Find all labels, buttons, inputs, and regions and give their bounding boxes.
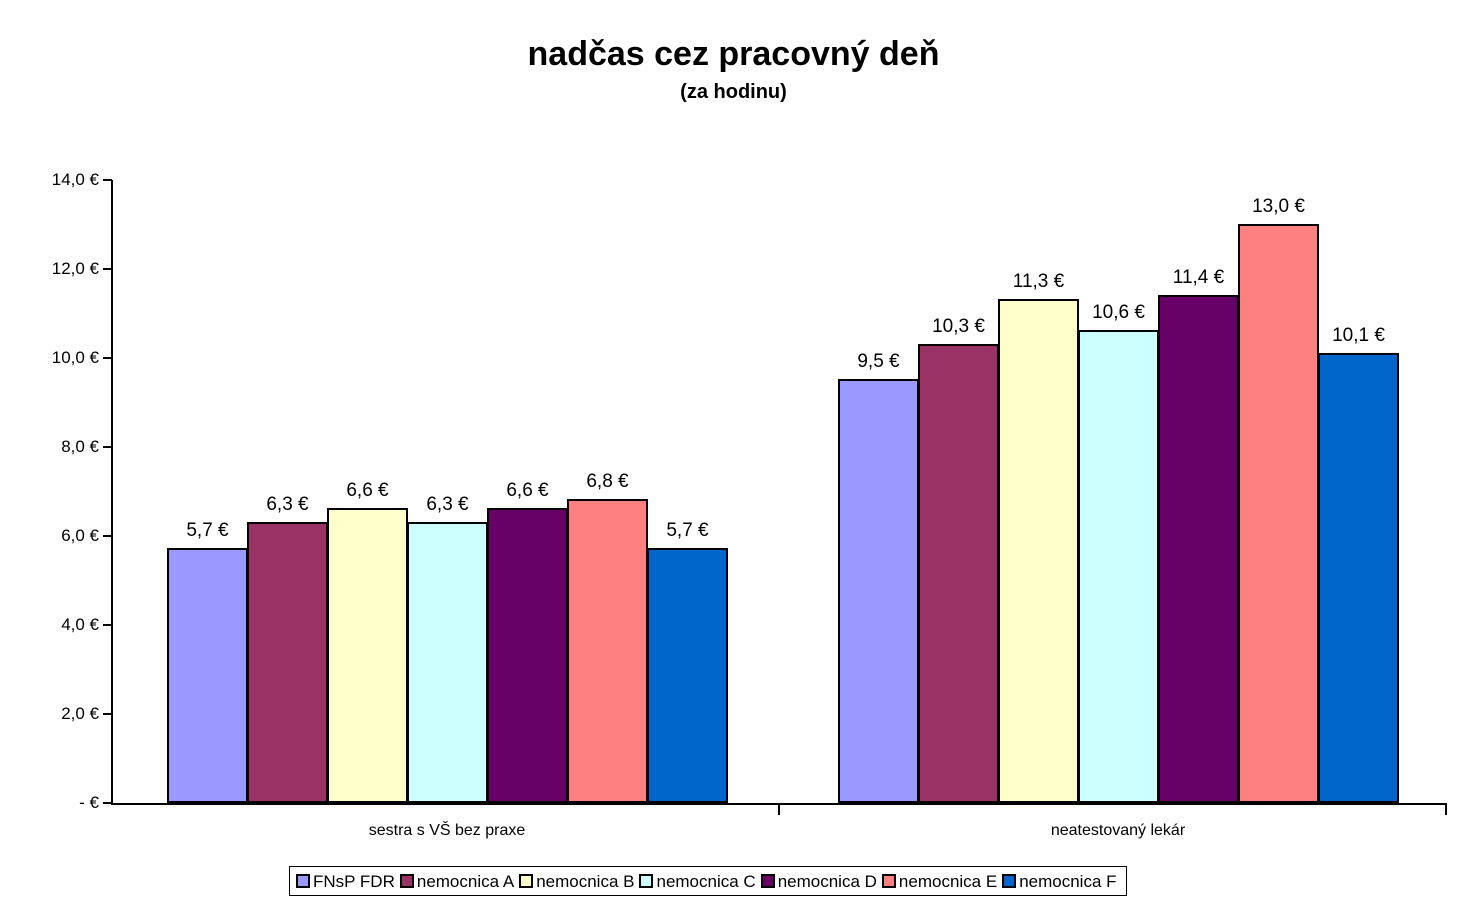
- bar[interactable]: [567, 499, 648, 803]
- bar[interactable]: [327, 508, 408, 803]
- bar-value-label: 10,3 €: [932, 315, 985, 337]
- y-axis-tick-label: 2,0 €: [61, 704, 99, 723]
- y-axis-tick: [103, 357, 112, 359]
- bar[interactable]: [487, 508, 568, 803]
- legend-swatch-icon: [881, 874, 896, 888]
- legend-item[interactable]: nemocnica A: [399, 871, 515, 891]
- bar-value-label: 6,8 €: [586, 471, 629, 493]
- bar-value-label: 11,4 €: [1172, 266, 1225, 288]
- y-axis-tick-label: 14,0 €: [51, 170, 99, 189]
- legend-swatch-icon: [639, 874, 654, 888]
- x-axis-category-label: sestra s VŠ bez praxe: [368, 822, 526, 839]
- legend-item[interactable]: nemocnica B: [519, 873, 634, 890]
- legend-swatch-icon: [1002, 874, 1017, 888]
- legend-item[interactable]: FNsP FDR: [296, 873, 395, 890]
- bar[interactable]: [918, 343, 999, 803]
- legend-label: nemocnica B: [536, 871, 635, 891]
- bar[interactable]: [647, 548, 728, 803]
- bar-value-label: 10,1 €: [1332, 324, 1385, 346]
- bar[interactable]: [1238, 223, 1319, 803]
- legend-label: nemocnica E: [898, 871, 998, 891]
- legend-swatch-icon: [399, 874, 414, 888]
- bar-value-label: 6,3 €: [266, 493, 309, 515]
- x-axis-category-tick: [1445, 803, 1447, 815]
- legend-item[interactable]: nemocnica D: [760, 871, 877, 891]
- bar[interactable]: [1318, 352, 1399, 803]
- y-axis-tick: [103, 624, 112, 626]
- bar[interactable]: [998, 299, 1079, 803]
- legend-label: FNsP FDR: [313, 871, 395, 891]
- chart-legend[interactable]: FNsP FDR nemocnica A nemocnica B nemocnica …: [289, 866, 1127, 896]
- plot-area: 5,7 € 6,3 € 6,6 € 6,3 € 6,6 € 6,8 € 5,7 € 9,5 €…: [103, 179, 1447, 815]
- y-axis-tick: [103, 179, 112, 181]
- bar[interactable]: [1078, 330, 1159, 803]
- bar[interactable]: [247, 521, 328, 803]
- bar-value-label: 6,6 €: [506, 480, 549, 502]
- bar-value-label: 6,3 €: [426, 493, 469, 515]
- chart-subtitle: (za hodinu): [680, 81, 787, 103]
- y-axis-tick: [103, 535, 112, 537]
- x-axis-category-tick: [778, 803, 780, 815]
- legend-item[interactable]: nemocnica F: [1002, 871, 1117, 891]
- legend-label: nemocnica C: [656, 871, 756, 891]
- y-axis-tick-label: 4,0 €: [61, 615, 99, 634]
- bar-value-label: 5,7 €: [186, 520, 229, 542]
- y-axis-tick-label: - €: [79, 793, 99, 812]
- y-axis-tick: [103, 713, 112, 715]
- legend-swatch-icon: [760, 874, 775, 888]
- y-axis-tick-label: 12,0 €: [51, 259, 99, 278]
- legend-label: nemocnica A: [416, 871, 515, 891]
- y-axis-line: [111, 180, 113, 804]
- bar[interactable]: [1158, 294, 1239, 803]
- chart-title-block: nadčas cez pracovný deň (za hodinu): [0, 34, 1467, 105]
- bar[interactable]: [167, 548, 248, 803]
- y-axis-tick-label: 8,0 €: [61, 437, 99, 456]
- bar-value-label: 11,3 €: [1012, 271, 1065, 293]
- bar[interactable]: [407, 521, 488, 803]
- bar-value-label: 9,5 €: [857, 351, 900, 373]
- legend-swatch-icon: [519, 874, 534, 888]
- bar-value-label: 6,6 €: [346, 480, 389, 502]
- legend-item[interactable]: nemocnica C: [639, 871, 756, 891]
- bar-value-label: 13,0 €: [1252, 195, 1305, 217]
- y-axis-tick-label: 6,0 €: [61, 526, 99, 545]
- bar-value-label: 10,6 €: [1092, 302, 1145, 324]
- y-axis-tick-label: 10,0 €: [51, 348, 99, 367]
- legend-label: nemocnica D: [777, 871, 877, 891]
- legend-swatch-icon: [296, 874, 310, 888]
- y-axis-tick: [103, 268, 112, 270]
- bar[interactable]: [838, 379, 919, 803]
- page-title: nadčas cez pracovný deň: [527, 35, 940, 73]
- bar-value-label: 5,7 €: [666, 520, 709, 542]
- y-axis-tick: [103, 446, 112, 448]
- x-axis-category-label: neatestovaný lekár: [1050, 822, 1186, 839]
- legend-label: nemocnica F: [1019, 871, 1117, 891]
- legend-item[interactable]: nemocnica E: [881, 871, 998, 891]
- y-axis-tick: [103, 802, 112, 804]
